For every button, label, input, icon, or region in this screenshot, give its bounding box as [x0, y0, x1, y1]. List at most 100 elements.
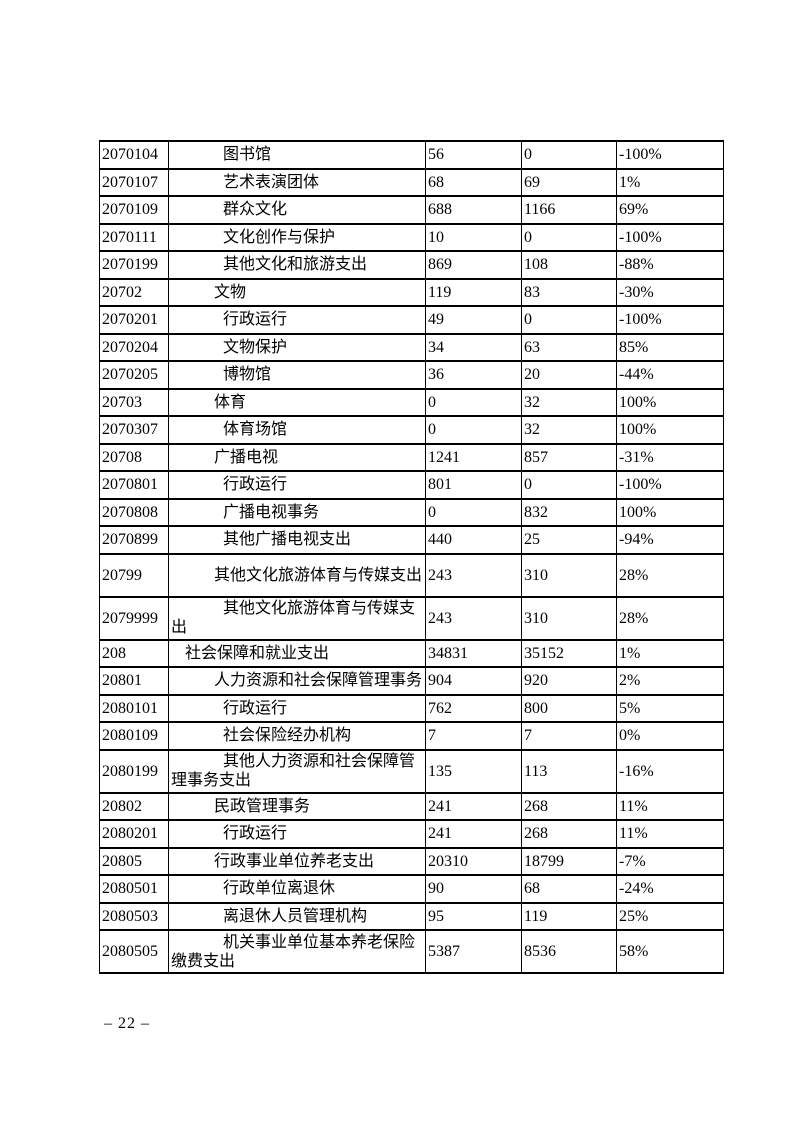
percent-cell: -100% [616, 470, 724, 500]
percent-cell: -100% [616, 140, 724, 170]
percent-cell: 58% [616, 929, 724, 974]
name-cell: 其他文化旅游体育与传媒支出 [168, 552, 426, 598]
value2-cell: 18799 [521, 846, 617, 876]
value1-cell: 801 [425, 470, 522, 500]
value1-cell: 7 [425, 721, 522, 751]
budget-table-body: 2070104 图书馆 56 0 -100% 2070107 艺术表演团体 68 69 1% 207… [99, 140, 724, 974]
code-cell: 208 [99, 638, 169, 668]
code-cell: 2070104 [99, 140, 169, 170]
value2-cell: 7 [521, 721, 617, 751]
name-cell: 行政运行 [168, 305, 426, 335]
value2-cell: 68 [521, 874, 617, 904]
value2-cell: 32 [521, 387, 617, 417]
value2-cell: 108 [521, 250, 617, 280]
percent-cell: 0% [616, 721, 724, 751]
name-cell: 艺术表演团体 [168, 167, 426, 197]
percent-cell: -31% [616, 442, 724, 472]
value1-cell: 688 [425, 195, 522, 225]
value2-cell: 20 [521, 360, 617, 390]
value2-cell: 0 [521, 305, 617, 335]
value1-cell: 20310 [425, 846, 522, 876]
value1-cell: 68 [425, 167, 522, 197]
value1-cell: 5387 [425, 929, 522, 974]
percent-cell: 85% [616, 332, 724, 362]
name-cell: 行政运行 [168, 819, 426, 849]
value2-cell: 268 [521, 791, 617, 821]
code-cell: 2070204 [99, 332, 169, 362]
code-cell: 2080101 [99, 693, 169, 723]
value1-cell: 90 [425, 874, 522, 904]
table-row: 2070899 其他广播电视支出 440 25 -94% [99, 525, 724, 555]
table-row: 2070111 文化创作与保护 10 0 -100% [99, 222, 724, 252]
name-cell: 文化创作与保护 [168, 222, 426, 252]
value1-cell: 34831 [425, 638, 522, 668]
value1-cell: 1241 [425, 442, 522, 472]
percent-cell: -94% [616, 525, 724, 555]
code-cell: 2080201 [99, 819, 169, 849]
name-cell: 行政单位离退休 [168, 874, 426, 904]
value1-cell: 762 [425, 693, 522, 723]
table-row: 20802 民政管理事务 241 268 11% [99, 791, 724, 821]
table-row: 2070808 广播电视事务 0 832 100% [99, 497, 724, 527]
percent-cell: -16% [616, 748, 724, 794]
table-row: 20799 其他文化旅游体育与传媒支出 243 310 28% [99, 552, 724, 598]
value2-cell: 268 [521, 819, 617, 849]
code-cell: 2080501 [99, 874, 169, 904]
value1-cell: 49 [425, 305, 522, 335]
table-row: 2080101 行政运行 762 800 5% [99, 693, 724, 723]
table-row: 2080109 社会保险经办机构 7 7 0% [99, 721, 724, 751]
value1-cell: 119 [425, 277, 522, 307]
code-cell: 2070201 [99, 305, 169, 335]
table-row: 2080201 行政运行 241 268 11% [99, 819, 724, 849]
code-cell: 20708 [99, 442, 169, 472]
name-cell: 图书馆 [168, 140, 426, 170]
code-cell: 2070801 [99, 470, 169, 500]
name-cell: 社会保障和就业支出 [168, 638, 426, 668]
value2-cell: 1166 [521, 195, 617, 225]
name-cell: 其他文化旅游体育与传媒支出 [168, 595, 426, 641]
value1-cell: 440 [425, 525, 522, 555]
value2-cell: 83 [521, 277, 617, 307]
code-cell: 2080109 [99, 721, 169, 751]
percent-cell: 69% [616, 195, 724, 225]
code-cell: 20702 [99, 277, 169, 307]
percent-cell: -88% [616, 250, 724, 280]
name-cell: 行政事业单位养老支出 [168, 846, 426, 876]
value2-cell: 310 [521, 595, 617, 641]
percent-cell: -44% [616, 360, 724, 390]
percent-cell: 100% [616, 387, 724, 417]
table-row: 2070205 博物馆 36 20 -44% [99, 360, 724, 390]
code-cell: 20703 [99, 387, 169, 417]
value1-cell: 243 [425, 595, 522, 641]
name-cell: 社会保险经办机构 [168, 721, 426, 751]
table-row: 20708 广播电视 1241 857 -31% [99, 442, 724, 472]
name-cell: 体育 [168, 387, 426, 417]
code-cell: 20805 [99, 846, 169, 876]
name-cell: 行政运行 [168, 693, 426, 723]
name-cell: 广播电视事务 [168, 497, 426, 527]
code-cell: 2070107 [99, 167, 169, 197]
table-row: 20702 文物 119 83 -30% [99, 277, 724, 307]
value1-cell: 56 [425, 140, 522, 170]
table-row: 2070199 其他文化和旅游支出 869 108 -88% [99, 250, 724, 280]
value2-cell: 113 [521, 748, 617, 794]
value2-cell: 119 [521, 901, 617, 931]
table-row: 20703 体育 0 32 100% [99, 387, 724, 417]
value2-cell: 0 [521, 140, 617, 170]
value2-cell: 35152 [521, 638, 617, 668]
code-cell: 2070109 [99, 195, 169, 225]
percent-cell: 1% [616, 167, 724, 197]
value2-cell: 63 [521, 332, 617, 362]
name-cell: 行政运行 [168, 470, 426, 500]
code-cell: 20801 [99, 666, 169, 696]
name-cell: 体育场馆 [168, 415, 426, 445]
name-cell: 文物 [168, 277, 426, 307]
table-row: 2070204 文物保护 34 63 85% [99, 332, 724, 362]
name-cell: 民政管理事务 [168, 791, 426, 821]
code-cell: 20802 [99, 791, 169, 821]
name-cell: 群众文化 [168, 195, 426, 225]
code-cell: 2080505 [99, 929, 169, 974]
value2-cell: 32 [521, 415, 617, 445]
value1-cell: 243 [425, 552, 522, 598]
name-cell: 机关事业单位基本养老保险缴费支出 [168, 929, 426, 974]
